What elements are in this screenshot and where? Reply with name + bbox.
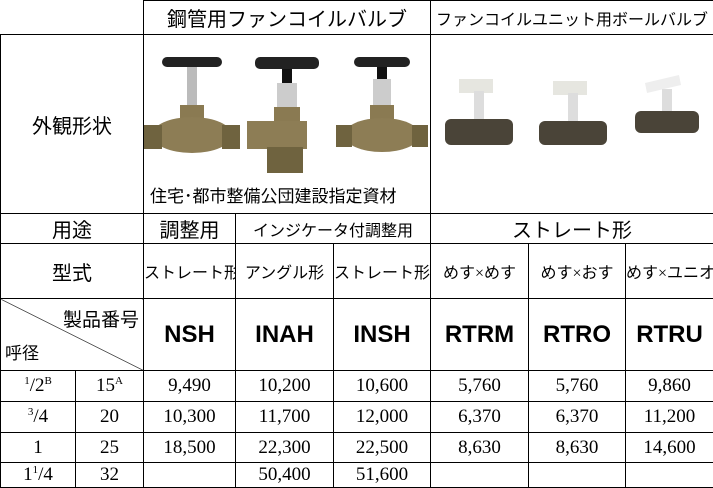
price: 8,630 bbox=[529, 433, 626, 463]
price: 6,370 bbox=[431, 402, 529, 433]
text: 15 bbox=[96, 375, 115, 396]
valve-nsh bbox=[144, 57, 240, 153]
usage: 調整用 bbox=[144, 214, 236, 244]
product-code: INAH bbox=[236, 299, 334, 371]
group-header: ファンコイルユニット用ボールバルブ bbox=[431, 1, 713, 35]
price: 9,860 bbox=[626, 371, 713, 402]
text: 4 bbox=[39, 406, 49, 427]
valve-rtru bbox=[635, 75, 699, 133]
model-type: めす×おす bbox=[529, 244, 626, 299]
model-type: めす×ユニオン bbox=[626, 244, 713, 299]
size-mm: 15A bbox=[76, 371, 144, 402]
price: 5,760 bbox=[431, 371, 529, 402]
model-type: ストレート形 bbox=[144, 244, 236, 299]
superscript: B bbox=[44, 375, 51, 387]
text: 32 bbox=[100, 464, 119, 485]
price: 12,000 bbox=[334, 402, 431, 433]
image-cell: 住宅･都市整備公団建設指定資材 bbox=[144, 35, 431, 214]
price: 11,700 bbox=[236, 402, 334, 433]
size-inch: 1 bbox=[1, 433, 76, 463]
price: 50,400 bbox=[236, 463, 334, 488]
size-mm: 32 bbox=[76, 463, 144, 488]
product-code: INSH bbox=[334, 299, 431, 371]
valve-images bbox=[431, 35, 713, 175]
price: 10,600 bbox=[334, 371, 431, 402]
product-code: RTRU bbox=[626, 299, 713, 371]
row-label: 用途 bbox=[1, 214, 144, 244]
diagonal-header: 製品番号呼径 bbox=[1, 299, 144, 371]
size-inch: 11/4 bbox=[1, 463, 76, 488]
price: 10,300 bbox=[144, 402, 236, 433]
price bbox=[431, 463, 529, 488]
price: 22,500 bbox=[334, 433, 431, 463]
model-type: ストレート形 bbox=[334, 244, 431, 299]
header-bottom: 呼径 bbox=[5, 339, 39, 364]
model-type: めす×めす bbox=[431, 244, 529, 299]
price: 8,630 bbox=[431, 433, 529, 463]
corner bbox=[1, 1, 144, 35]
price: 22,300 bbox=[236, 433, 334, 463]
price: 9,490 bbox=[144, 371, 236, 402]
price bbox=[626, 463, 713, 488]
text: 20 bbox=[100, 406, 119, 427]
price: 6,370 bbox=[529, 402, 626, 433]
row-label: 型式 bbox=[1, 244, 144, 299]
product-code: RTRO bbox=[529, 299, 626, 371]
superscript: A bbox=[115, 375, 123, 387]
note: 住宅･都市整備公団建設指定資材 bbox=[150, 182, 397, 207]
valve-inah bbox=[247, 57, 319, 173]
model-type: アングル形 bbox=[236, 244, 334, 299]
price bbox=[144, 463, 236, 488]
usage: ストレート形 bbox=[431, 214, 713, 244]
size-mm: 20 bbox=[76, 402, 144, 433]
group-header: 鋼管用ファンコイルバルブ bbox=[144, 1, 431, 35]
size-inch: 3/4 bbox=[1, 402, 76, 433]
size-mm: 25 bbox=[76, 433, 144, 463]
product-code: NSH bbox=[144, 299, 236, 371]
price: 14,600 bbox=[626, 433, 713, 463]
text: 4 bbox=[43, 464, 53, 485]
price: 10,200 bbox=[236, 371, 334, 402]
header-top: 製品番号 bbox=[63, 305, 139, 332]
price bbox=[529, 463, 626, 488]
image-cell bbox=[431, 35, 713, 214]
price: 18,500 bbox=[144, 433, 236, 463]
price: 11,200 bbox=[626, 402, 713, 433]
valve-rtrm bbox=[445, 79, 513, 145]
valve-insh bbox=[336, 57, 428, 152]
price: 51,600 bbox=[334, 463, 431, 488]
valve-images bbox=[144, 35, 430, 175]
text: 1 bbox=[23, 464, 33, 485]
valve-rtro bbox=[539, 81, 607, 145]
price: 5,760 bbox=[529, 371, 626, 402]
text: 25 bbox=[100, 437, 119, 458]
text: 1 bbox=[33, 437, 43, 458]
usage: インジケータ付調整用 bbox=[236, 214, 431, 244]
row-label: 外観形状 bbox=[1, 35, 144, 214]
size-inch: 1/2B bbox=[1, 371, 76, 402]
product-code: RTRM bbox=[431, 299, 529, 371]
